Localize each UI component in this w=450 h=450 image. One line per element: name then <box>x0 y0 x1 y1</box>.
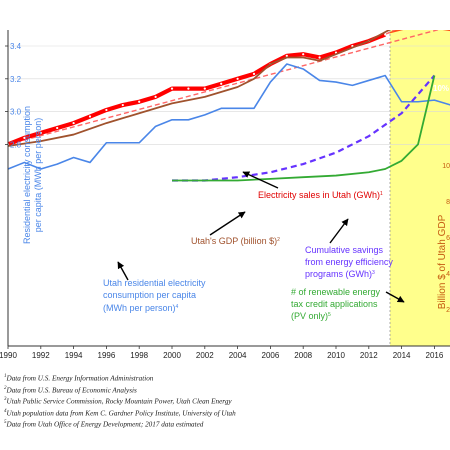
x-tick-label: 2008 <box>294 351 312 360</box>
x-axis-ticks: 1990 1992 1994 1996 1998 2000 2002 2004 2006 2008… <box>0 346 444 360</box>
footnote-3: 3Utah Public Service Commission, Rocky M… <box>4 397 232 406</box>
right-tick-label: 10 <box>442 163 450 170</box>
sales-point <box>88 115 92 118</box>
sales-point <box>203 87 206 90</box>
x-tick-label: 2010 <box>327 351 345 360</box>
label-electricity-sales: Electricity sales in Utah (GWh)1 <box>258 190 383 200</box>
right-axis-ticks: 10 8 6 4 2 <box>442 163 450 314</box>
sales-trendline <box>8 30 440 146</box>
right-axis-title: Billion $ of Utah GDP <box>437 214 448 309</box>
sales-point <box>302 53 305 56</box>
x-tick-label: 2006 <box>262 351 280 360</box>
sales-point <box>23 136 26 139</box>
right-tick-label: 8 <box>446 199 450 206</box>
x-tick-label: 1994 <box>65 351 83 360</box>
series-line-5 <box>172 75 436 182</box>
sales-point <box>105 108 108 112</box>
sales-point <box>72 121 75 125</box>
sales-point <box>384 33 387 36</box>
sales-point <box>56 126 59 130</box>
arrow-gdp <box>209 211 246 236</box>
arrow-renewable <box>385 291 405 303</box>
series-line-2 <box>8 30 391 147</box>
sales-point <box>252 72 256 75</box>
sales-point <box>170 87 174 90</box>
series-line-3 <box>8 63 450 170</box>
right-tick-label: 6 <box>446 235 450 242</box>
right-tick-label: 4 <box>446 271 450 278</box>
arrow-savings <box>329 218 349 244</box>
right-tick-label: 2 <box>446 307 450 314</box>
label-gdp: Utah's GDP (billion $)2 <box>191 236 280 246</box>
label-energy-savings: Cumulative savings from energy efficienc… <box>305 245 395 279</box>
y-tick-label: 2.8 <box>10 140 22 149</box>
footnotes: 1Data from U.S. Energy Information Admin… <box>4 372 444 430</box>
x-tick-label: 2012 <box>360 351 378 360</box>
x-tick-label: 1990 <box>0 351 17 360</box>
arrow-sales <box>242 171 279 189</box>
label-renewable-credits: # of renewable energy tax credit applica… <box>291 287 383 321</box>
sales-point <box>220 82 223 85</box>
label-per-capita: Utah residential electricity consumption… <box>103 278 208 313</box>
arrow-per-capita <box>117 261 129 281</box>
left-axis-title-line1: Residential electricity consumption <box>22 106 32 244</box>
sales-point <box>39 131 42 135</box>
y-tick-label: 3.2 <box>10 75 22 84</box>
x-tick-label: 2014 <box>393 351 411 360</box>
sales-point <box>285 54 288 57</box>
x-tick-label: 2000 <box>163 351 181 360</box>
sales-point <box>187 87 190 90</box>
projection-percent-label: 10% <box>433 84 449 93</box>
chart: 1990 1992 1994 1996 1998 2000 2002 2004 2006 2008… <box>0 30 450 360</box>
projection-area <box>385 30 450 35</box>
x-tick-label: 2004 <box>229 351 247 360</box>
sales-point <box>318 56 321 59</box>
left-axis-title-line2: per capita (MWh per person) <box>33 118 43 233</box>
projection-shading <box>390 30 450 346</box>
sales-point <box>121 103 124 107</box>
x-tick-label: 1998 <box>130 351 148 360</box>
x-tick-label: 1992 <box>32 351 50 360</box>
sales-point <box>138 100 141 103</box>
x-tick-label: 2016 <box>426 351 444 360</box>
series-lines <box>8 30 450 182</box>
x-tick-label: 1996 <box>98 351 116 360</box>
y-axis-ticks: 3.4 3.2 3.0 2.8 <box>5 42 22 149</box>
y-tick-label: 3.4 <box>10 42 22 51</box>
sales-point <box>236 77 239 80</box>
sales-projection-line <box>384 30 396 36</box>
series-line-1 <box>8 32 386 147</box>
y-tick-label: 3.0 <box>10 108 22 117</box>
projection-wedge <box>385 30 450 35</box>
footnote-2: 2Data from U.S. Bureau of Economic Analy… <box>4 385 137 394</box>
sales-point <box>154 95 157 98</box>
label-arrows <box>117 171 405 303</box>
x-tick-label: 2002 <box>196 351 214 360</box>
series-line-4 <box>172 74 436 182</box>
gridlines <box>8 45 450 145</box>
footnote-1: 1Data from U.S. Energy Information Admin… <box>4 374 154 383</box>
footnote-4: 4Utah population data from Kem C. Gardne… <box>4 408 236 418</box>
footnote-5: 5Data from Utah Office of Energy Develop… <box>4 420 204 429</box>
series-labels: Electricity sales in Utah (GWh)1 Utah's … <box>103 190 395 321</box>
